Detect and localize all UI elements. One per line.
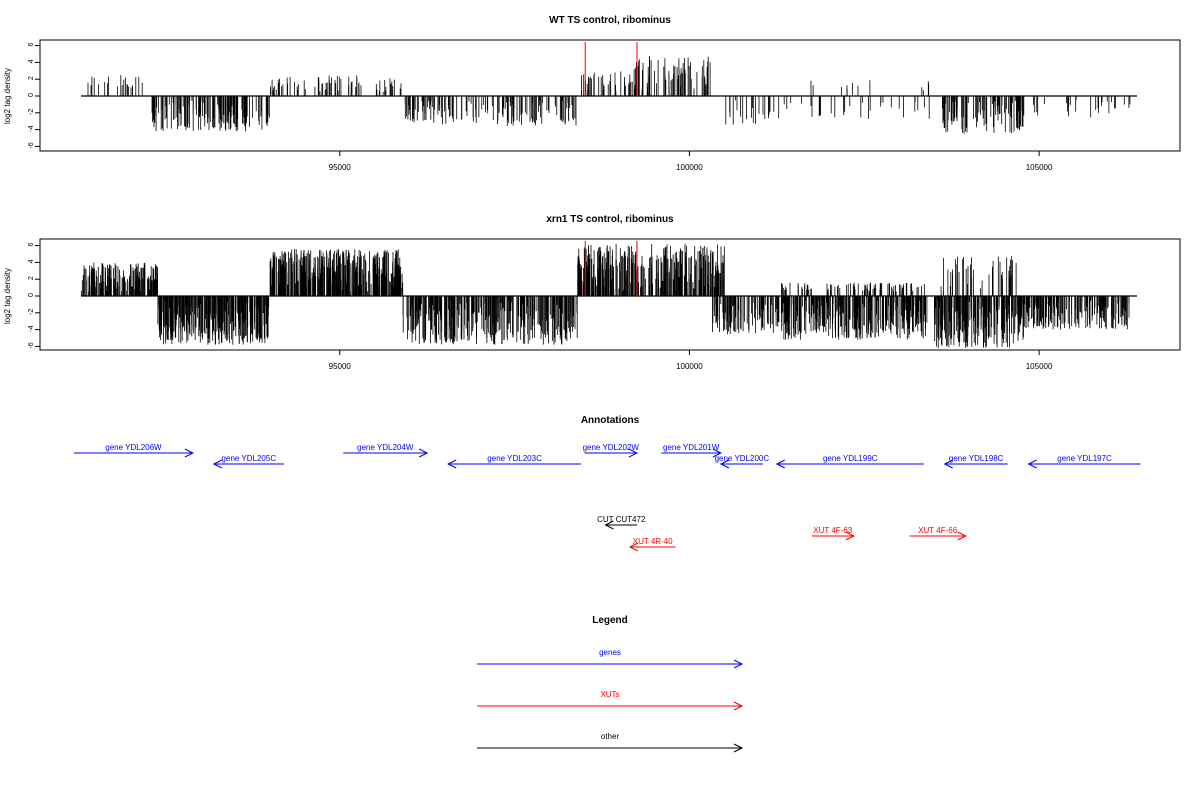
xrn1-y-ticks: 6 4 2 0 -2 -4 -6 [28, 243, 35, 349]
legend-label: genes [599, 648, 621, 657]
wt-y-tick-label: 0 [28, 93, 35, 97]
legend-item-gene: genes [477, 648, 744, 669]
feature-gene: gene YDL205C [212, 454, 284, 469]
wt-x-tick-label: 95000 [329, 163, 352, 172]
wt-panel-title: WT TS control, ribominus [549, 15, 671, 26]
arrowhead [212, 459, 223, 469]
xrn1-y-tick-label: 0 [28, 293, 35, 297]
feature-label: gene YDL203C [487, 454, 542, 463]
feature-gene: gene YDL197C [1027, 454, 1141, 469]
feature-label: gene YDL201W [663, 443, 720, 452]
wt-y-ticks: 6 4 2 0 -2 -4 -6 [28, 43, 35, 149]
xrn1-y-tick-label: -6 [28, 342, 35, 348]
wt-x-tick-label: 105000 [1026, 163, 1053, 172]
feature-xut: XUT 4F-63 [811, 526, 855, 541]
feature-label: gene YDL200C [715, 454, 770, 463]
feature-gene: gene YDL203C [447, 454, 582, 469]
xrn1-y-axis-label: log2 tag density [3, 268, 12, 324]
legend-label: other [601, 732, 620, 741]
xrn1-y-tick-label: -2 [28, 309, 35, 315]
xrn1-y-tick-label: 2 [28, 276, 35, 280]
wt-y-tick-label: -6 [28, 142, 35, 148]
feature-xut: XUT 4F-66 [909, 526, 967, 541]
xrn1-density-panel: xrn1 TS control, ribominus log2 tag dens… [3, 214, 1181, 371]
feature-gene: gene YDL206W [74, 443, 195, 458]
wt-x-ticks: 95000 100000 105000 [329, 163, 1053, 172]
arrowhead [1027, 459, 1037, 469]
arrowhead [733, 659, 744, 669]
annotations-title: Annotations [581, 415, 640, 426]
wt-y-tick-label: -4 [28, 125, 35, 131]
legend-items: genes XUTs other [477, 648, 744, 753]
feature-arrows: gene YDL206W gene YDL205C gene YDL204W gene… [74, 443, 1141, 552]
wt-y-tick-label: 2 [28, 76, 35, 80]
arrowhead [943, 459, 953, 469]
feature-label: gene YDL202W [583, 443, 640, 452]
arrowhead [733, 743, 744, 753]
legend: Legend genes XUTs other [477, 615, 744, 753]
wt-density-bars [87, 56, 1131, 134]
arrowhead [447, 459, 457, 469]
feature-label: gene YDL197C [1057, 454, 1112, 463]
feature-label: XUT 4R-40 [633, 537, 673, 546]
feature-label: gene YDL206W [105, 443, 162, 452]
xrn1-y-tick-label: 6 [28, 243, 35, 247]
feature-label: gene YDL204W [357, 443, 414, 452]
feature-label: gene YDL205C [222, 454, 277, 463]
arrowhead [957, 531, 967, 541]
xrn1-x-tick-label: 95000 [329, 362, 352, 371]
arrowhead [845, 531, 855, 541]
xrn1-y-tick-label: 4 [28, 259, 35, 263]
arrowhead [733, 701, 744, 711]
legend-item-other: other [477, 732, 744, 753]
feature-gene: gene YDL204W [343, 443, 429, 458]
arrowhead [775, 459, 786, 469]
feature-gene: gene YDL199C [775, 454, 924, 469]
arrowhead [628, 542, 639, 552]
xrn1-density-bars [80, 243, 1130, 348]
feature-gene: gene YDL200C [715, 454, 770, 469]
feature-label: XUT 4F-63 [813, 526, 853, 535]
feature-gene: gene YDL201W [661, 443, 723, 458]
feature-gene: gene YDL198C [943, 454, 1008, 469]
wt-density-panel: WT TS control, ribominus log2 tag densit… [3, 15, 1181, 172]
feature-other: CUT CUT472 [597, 515, 646, 530]
feature-label: CUT CUT472 [597, 515, 646, 524]
arrowhead [604, 520, 614, 530]
legend-title: Legend [592, 615, 628, 626]
arrowhead [184, 448, 195, 458]
xrn1-x-tick-label: 105000 [1026, 362, 1053, 371]
arrowhead [712, 448, 723, 458]
feature-label: XUT 4F-66 [918, 526, 958, 535]
feature-label: gene YDL198C [949, 454, 1004, 463]
arrowhead [628, 448, 639, 458]
xrn1-panel-title: xrn1 TS control, ribominus [546, 214, 674, 225]
xrn1-x-ticks: 95000 100000 105000 [329, 362, 1053, 371]
wt-y-tick-label: -2 [28, 109, 35, 115]
feature-gene: gene YDL202W [583, 443, 640, 458]
wt-x-tick-label: 100000 [676, 163, 703, 172]
wt-y-tick-label: 4 [28, 59, 35, 63]
feature-xut: XUT 4R-40 [628, 537, 676, 552]
legend-label: XUTs [600, 690, 619, 699]
legend-item-xut: XUTs [477, 690, 744, 711]
wt-y-axis-label: log2 tag density [3, 68, 12, 124]
arrowhead [418, 448, 429, 458]
feature-label: gene YDL199C [823, 454, 878, 463]
wt-y-tick-label: 6 [28, 43, 35, 47]
arrowhead [719, 459, 730, 469]
xrn1-y-tick-label: -4 [28, 325, 35, 331]
xrn1-plot-frame [39, 238, 1181, 351]
xrn1-x-tick-label: 100000 [676, 362, 703, 371]
